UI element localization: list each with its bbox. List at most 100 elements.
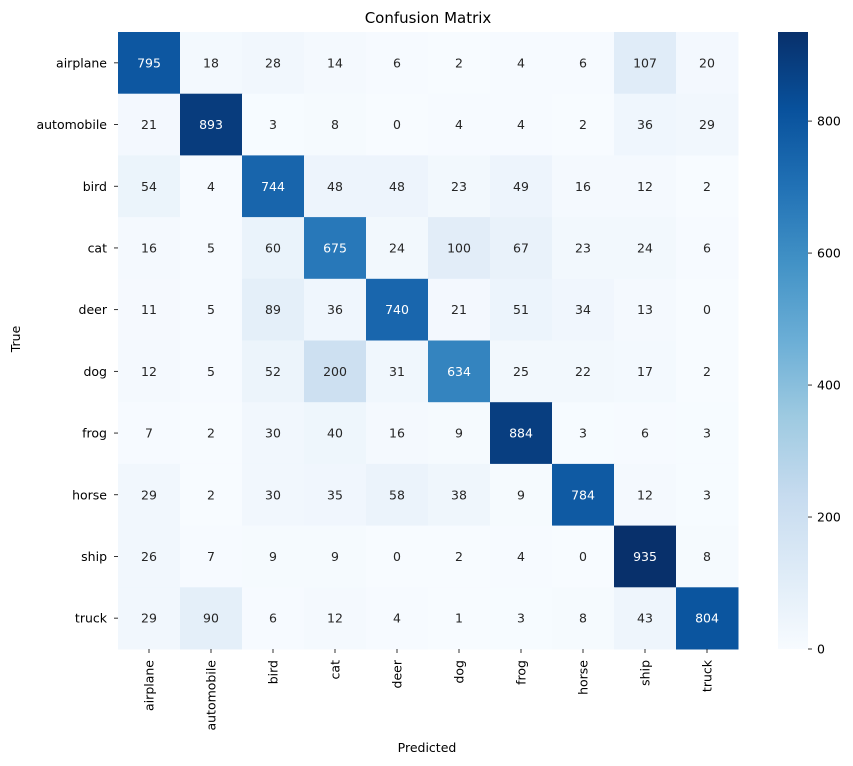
cell-value-label: 7 (207, 549, 215, 564)
heatmap-cell (366, 217, 429, 280)
y-tick-label: deer (79, 302, 108, 317)
colorbar-tick-label: 800 (817, 114, 841, 129)
heatmap-cell (614, 587, 677, 650)
heatmap-cell (552, 340, 615, 403)
cell-value-label: 21 (451, 302, 467, 317)
x-tick-label: automobile (204, 660, 219, 731)
cell-value-label: 22 (575, 364, 591, 379)
y-tick-label: airplane (56, 55, 107, 70)
cell-value-label: 5 (207, 302, 215, 317)
cell-value-label: 3 (517, 611, 525, 626)
heatmap-cell (304, 525, 367, 588)
heatmap-cell (180, 32, 243, 95)
cell-value-label: 6 (579, 55, 587, 70)
heatmap-cell (180, 217, 243, 280)
cell-value-label: 935 (633, 549, 657, 564)
cell-value-label: 4 (455, 117, 463, 132)
cell-value-label: 16 (575, 179, 591, 194)
cell-value-label: 100 (447, 240, 471, 255)
cell-value-label: 5 (207, 364, 215, 379)
colorbar: 0 200 400 600 800 (778, 32, 841, 657)
cell-value-label: 20 (699, 55, 715, 70)
cell-value-label: 17 (637, 364, 653, 379)
heatmap-cell (180, 340, 243, 403)
cell-value-label: 6 (641, 426, 649, 441)
x-tick-label: airplane (142, 660, 157, 711)
heatmap-cell (242, 340, 305, 403)
heatmap-cell (118, 402, 181, 465)
cell-value-label: 3 (269, 117, 277, 132)
x-tick-label: horse (576, 660, 591, 695)
cell-value-label: 6 (393, 55, 401, 70)
cell-value-label: 89 (265, 302, 281, 317)
heatmap-cell (614, 278, 677, 341)
heatmap-cell (304, 32, 367, 95)
y-tick-label: horse (72, 487, 107, 502)
x-axis-label: Predicted (398, 740, 457, 755)
cell-value-label: 51 (513, 302, 529, 317)
heatmap-cell (242, 278, 305, 341)
cell-value-label: 2 (207, 487, 215, 502)
y-axis-label: True (8, 325, 23, 353)
heatmap-cell (118, 32, 181, 95)
cell-value-label: 9 (517, 487, 525, 502)
cell-value-label: 90 (203, 611, 219, 626)
heatmap-cell (490, 217, 553, 280)
heatmap-cell (552, 463, 615, 527)
y-tick-label: truck (75, 611, 108, 626)
cell-value-label: 29 (141, 611, 157, 626)
x-tick-label: bird (266, 660, 281, 684)
heatmap-cell (490, 340, 553, 403)
heatmap-cell (366, 32, 429, 95)
x-tick-label: dog (452, 660, 467, 684)
colorbar-tick-label: 400 (817, 378, 841, 393)
heatmap-cell (366, 587, 429, 650)
heatmap-cell (676, 463, 739, 527)
cell-value-label: 2 (455, 55, 463, 70)
heatmap-cell (552, 155, 615, 218)
heatmap-cell (242, 463, 305, 527)
cell-value-label: 0 (579, 549, 587, 564)
y-tick-label: ship (81, 549, 107, 564)
heatmap-cell (490, 155, 553, 218)
heatmap-cell (304, 93, 367, 156)
heatmap-cell (180, 402, 243, 465)
cell-value-label: 49 (513, 179, 529, 194)
cell-value-label: 9 (269, 549, 277, 564)
heatmap-cell (428, 587, 491, 650)
heatmap-cell (180, 155, 243, 218)
heatmap-cell (490, 93, 553, 156)
y-tick-label: frog (82, 426, 107, 441)
cell-value-label: 23 (451, 179, 467, 194)
heatmap-cell (366, 463, 429, 527)
cell-value-label: 23 (575, 240, 591, 255)
heatmap-cell (366, 155, 429, 218)
cell-value-label: 9 (331, 549, 339, 564)
cell-value-label: 8 (703, 549, 711, 564)
heatmap-cell (428, 402, 491, 465)
heatmap-cell (676, 587, 739, 650)
colorbar-tick-label: 600 (817, 246, 841, 261)
heatmap-cell (366, 93, 429, 156)
heatmap-cell (614, 340, 677, 403)
heatmap-cell (242, 32, 305, 95)
cell-value-label: 8 (579, 611, 587, 626)
heatmap-cell (552, 93, 615, 156)
heatmap-cell (614, 463, 677, 527)
colorbar-tick-label: 0 (817, 642, 825, 657)
heatmap-cell (366, 402, 429, 465)
heatmap-cell (614, 402, 677, 465)
cell-value-label: 24 (637, 240, 653, 255)
cell-value-label: 795 (137, 55, 161, 70)
y-tick-label: cat (88, 240, 108, 255)
heatmap-cell (552, 32, 615, 95)
cell-value-label: 21 (141, 117, 157, 132)
heatmap-cell (614, 217, 677, 280)
y-tick-label: automobile (36, 117, 107, 132)
heatmap-cell (552, 525, 615, 588)
y-tick-label: dog (83, 364, 107, 379)
heatmap-cell (676, 402, 739, 465)
cell-value-label: 48 (389, 179, 405, 194)
cell-value-label: 2 (207, 426, 215, 441)
cell-value-label: 16 (389, 426, 405, 441)
